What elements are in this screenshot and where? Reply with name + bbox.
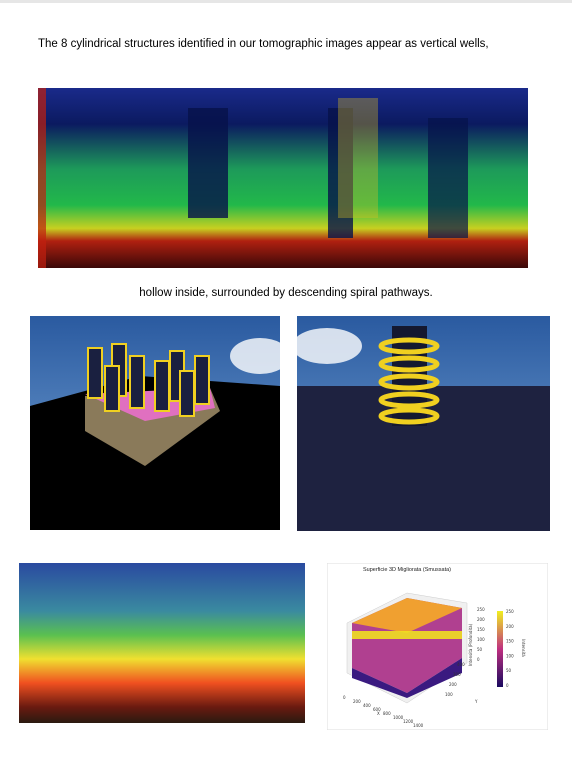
- colorbar-tick-label: 250: [506, 609, 514, 614]
- plot-title: Superficie 3D Migliorata (Smussata): [363, 567, 451, 573]
- y-tick-label: 200: [449, 682, 457, 687]
- colorbar-label: Intensità: [521, 639, 526, 657]
- x-tick-label: 1000: [393, 715, 404, 720]
- z-tick-label: 50: [477, 647, 483, 652]
- z-tick-label: 150: [477, 627, 485, 632]
- z-tick-label: 100: [477, 637, 485, 642]
- colorbar-tick-label: 50: [506, 668, 512, 673]
- z-tick-label: 200: [477, 617, 485, 622]
- paragraph: The 8 cylindrical structures identified …: [38, 38, 489, 50]
- z-tick-label: 250: [477, 607, 485, 612]
- x-tick-label: 1200: [403, 719, 414, 724]
- z-label: Intensità (Profondità): [468, 623, 473, 666]
- y-tick-label: 300: [453, 672, 461, 677]
- x-label: X: [377, 711, 380, 716]
- paragraph: hollow inside, surrounded by descending …: [139, 287, 433, 299]
- y-tick-label: 100: [445, 692, 453, 697]
- x-tick-label: 0: [343, 695, 346, 700]
- render-eight-wells: [30, 316, 280, 530]
- colorbar-tick-label: 200: [506, 624, 514, 629]
- colorbar-tick-label: 100: [506, 653, 514, 658]
- z-tick-label: 0: [477, 657, 480, 662]
- x-tick-label: 400: [363, 703, 371, 708]
- y-tick-label: 400: [457, 662, 465, 667]
- surface-plot: Superficie 3D Migliorata (Smussata) Inte…: [327, 563, 548, 730]
- render-single-well: [297, 316, 550, 531]
- x-tick-label: 1400: [413, 723, 424, 728]
- y-label: Y: [474, 699, 478, 704]
- top-rule: [0, 0, 572, 3]
- x-tick-label: 200: [353, 699, 361, 704]
- tomography-image: [38, 88, 528, 268]
- tomography-overlay: [19, 563, 305, 723]
- x-tick-label: 800: [383, 711, 391, 716]
- colorbar-tick-label: 150: [506, 639, 514, 644]
- x-tick-label: 600: [373, 707, 381, 712]
- colorbar-tick-label: 0: [506, 683, 509, 688]
